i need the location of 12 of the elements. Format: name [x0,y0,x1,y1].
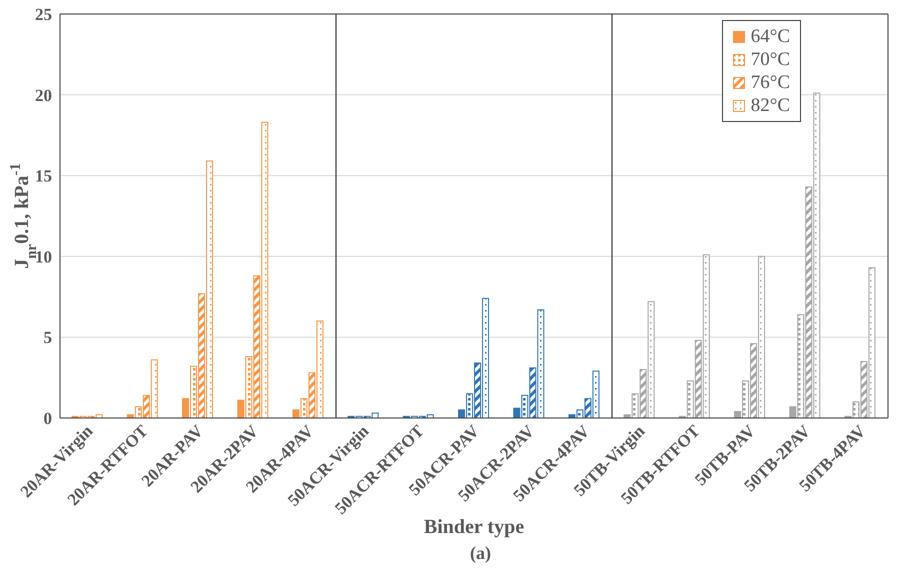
y-tick-label: 25 [35,5,52,24]
legend-label: 70°C [750,48,790,70]
y-tick-label: 0 [44,409,52,428]
y-tick-label: 20 [35,86,52,105]
text: (a) [469,543,492,563]
y-tick-label: 5 [44,328,52,348]
legend-label: 76°C [750,72,790,94]
x-axis-title: Binder type [424,516,524,538]
y-tick-label: 10 [35,247,52,266]
legend-label: 64°C [750,26,790,48]
y-tick-label: 15 [35,166,52,186]
legend-label: 82°C [750,94,790,116]
